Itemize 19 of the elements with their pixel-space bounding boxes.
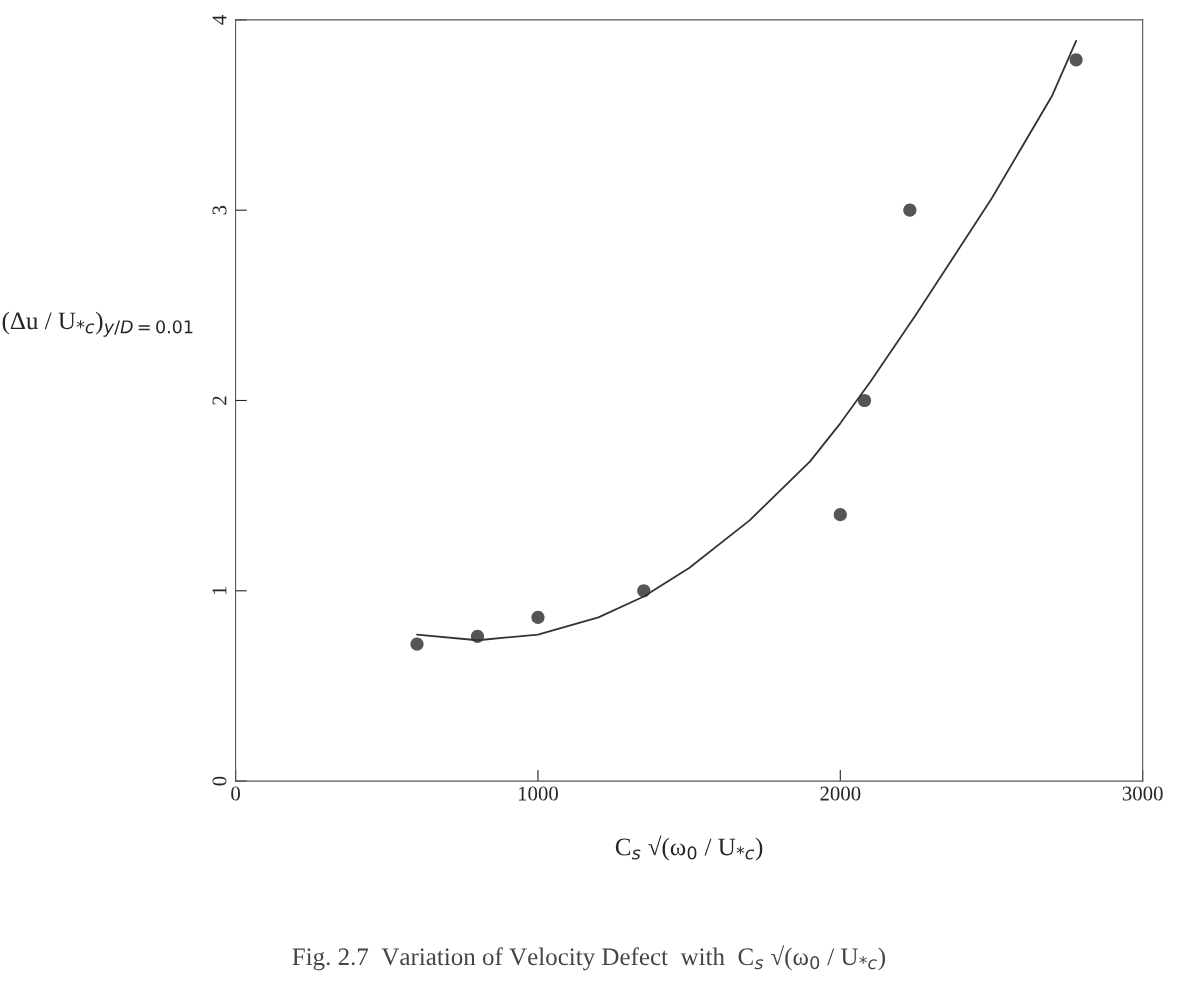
point bbox=[1069, 53, 1083, 67]
point bbox=[833, 508, 847, 522]
x-tick-label: 3000 bbox=[1122, 786, 1163, 801]
point bbox=[903, 203, 917, 217]
point bbox=[410, 637, 424, 651]
y-tick-label: 1 bbox=[212, 586, 227, 595]
y-tick-label: 3 bbox=[212, 205, 227, 215]
caption: Fig. 2.7 Variation of Velocity Defect with C$_{s}$ √(ω$_{0}$ / U$_{*c}$) bbox=[292, 945, 886, 971]
x-tick-label: 2000 bbox=[820, 786, 861, 801]
y-tick-label: 0 bbox=[212, 776, 227, 786]
x-tick-label: 0 bbox=[231, 786, 241, 801]
x-tick-label: 1000 bbox=[518, 786, 558, 801]
x-axis-title: C$_{s}$ √(ω$_{0}$ / U$_{*c}$) bbox=[615, 835, 763, 861]
line-series bbox=[416, 39, 1078, 642]
point bbox=[857, 393, 872, 408]
y-tick-label: 4 bbox=[212, 15, 227, 25]
y-tick-label: 2 bbox=[212, 396, 227, 405]
y-axis-title: (Δu / U$_{*c}$)$_{y/D=0.01}$ bbox=[2, 311, 193, 337]
point bbox=[531, 610, 545, 625]
